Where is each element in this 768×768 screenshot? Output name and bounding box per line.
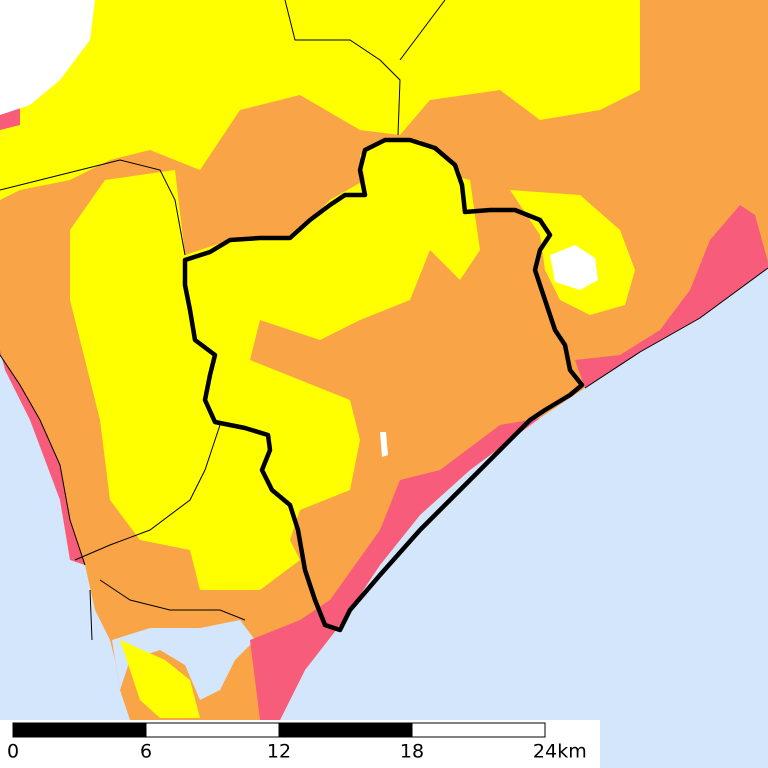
- scale-unit: km: [557, 741, 587, 763]
- thin-boundaries: [0, 0, 768, 641]
- bay: [112, 620, 255, 700]
- municipal-boundary: [182, 137, 585, 633]
- scale-segment: [12, 722, 147, 738]
- white-zones: [0, 0, 598, 457]
- scale-label: 18: [400, 741, 424, 763]
- scale-segment: [278, 722, 413, 738]
- scale-bar: 0 6 12 18 24: [7, 722, 557, 763]
- scale-segment: [145, 722, 280, 738]
- scale-segment: [411, 722, 546, 738]
- scale-label: 24: [533, 741, 557, 763]
- scale-label: 12: [267, 741, 291, 763]
- scale-label: 0: [7, 741, 19, 763]
- scale-label: 6: [140, 741, 152, 763]
- yellow-zones: [0, 0, 640, 718]
